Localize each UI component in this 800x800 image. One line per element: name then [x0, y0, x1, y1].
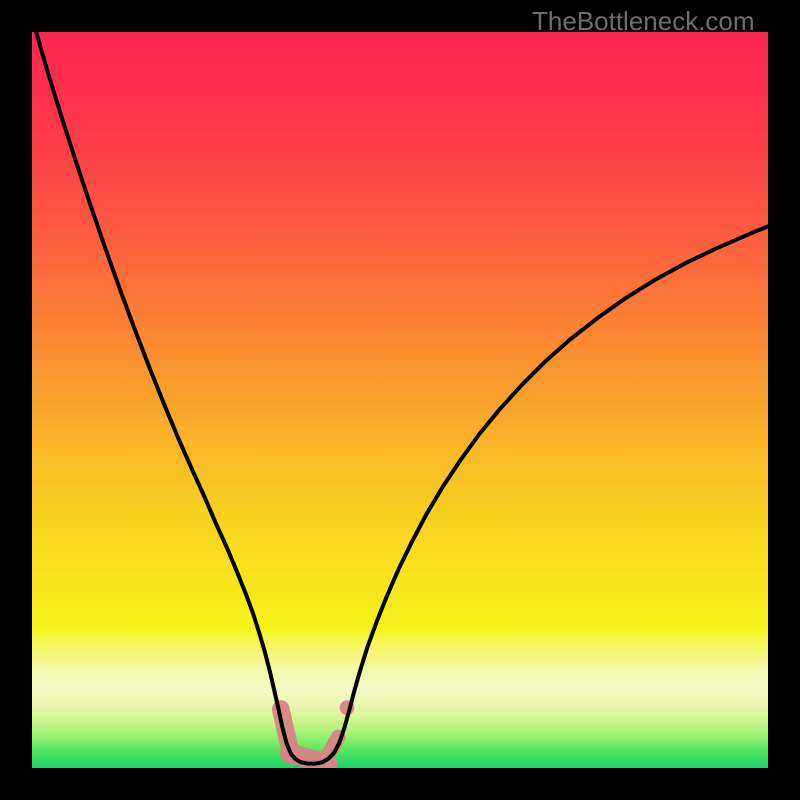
- gradient-background: [32, 32, 768, 768]
- plot-area: [32, 32, 768, 768]
- chart-svg: [32, 32, 768, 768]
- chart-frame: TheBottleneck.com: [0, 0, 800, 800]
- watermark-label: TheBottleneck.com: [532, 6, 755, 37]
